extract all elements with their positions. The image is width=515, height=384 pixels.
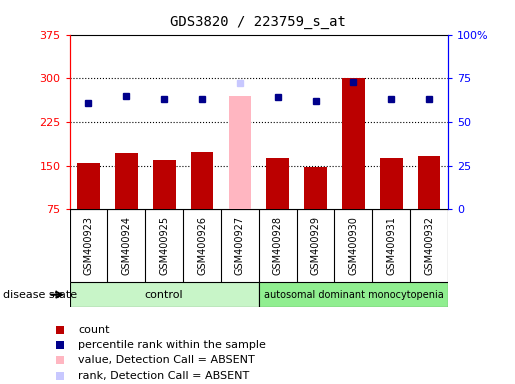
Bar (115, 153, 138, 209)
Bar (191, 152, 213, 209)
Text: GSM400926: GSM400926 (197, 216, 207, 275)
Text: percentile rank within the sample: percentile rank within the sample (78, 340, 266, 350)
Text: GDS3820 / 223759_s_at: GDS3820 / 223759_s_at (169, 15, 346, 29)
Text: rank, Detection Call = ABSENT: rank, Detection Call = ABSENT (78, 371, 250, 381)
Text: control: control (145, 290, 183, 300)
Bar (77, 163, 100, 209)
Text: count: count (78, 325, 110, 335)
Text: GSM400930: GSM400930 (349, 216, 358, 275)
Text: autosomal dominant monocytopenia: autosomal dominant monocytopenia (264, 290, 443, 300)
Text: GSM400924: GSM400924 (122, 216, 131, 275)
Text: GSM400932: GSM400932 (424, 216, 434, 275)
Bar (418, 156, 440, 209)
Bar (380, 158, 403, 209)
Text: GSM400927: GSM400927 (235, 216, 245, 275)
Bar (304, 167, 327, 209)
Text: GSM400929: GSM400929 (311, 216, 320, 275)
Bar (266, 158, 289, 209)
Text: GSM400923: GSM400923 (83, 216, 93, 275)
Text: value, Detection Call = ABSENT: value, Detection Call = ABSENT (78, 356, 255, 366)
Text: GSM400925: GSM400925 (159, 216, 169, 275)
Text: GSM400928: GSM400928 (273, 216, 283, 275)
Bar (229, 96, 251, 209)
Text: disease state: disease state (3, 290, 77, 300)
Text: GSM400931: GSM400931 (386, 216, 396, 275)
Bar (342, 78, 365, 209)
Bar (259, 282, 448, 307)
Bar (70, 282, 259, 307)
Bar (153, 161, 176, 209)
